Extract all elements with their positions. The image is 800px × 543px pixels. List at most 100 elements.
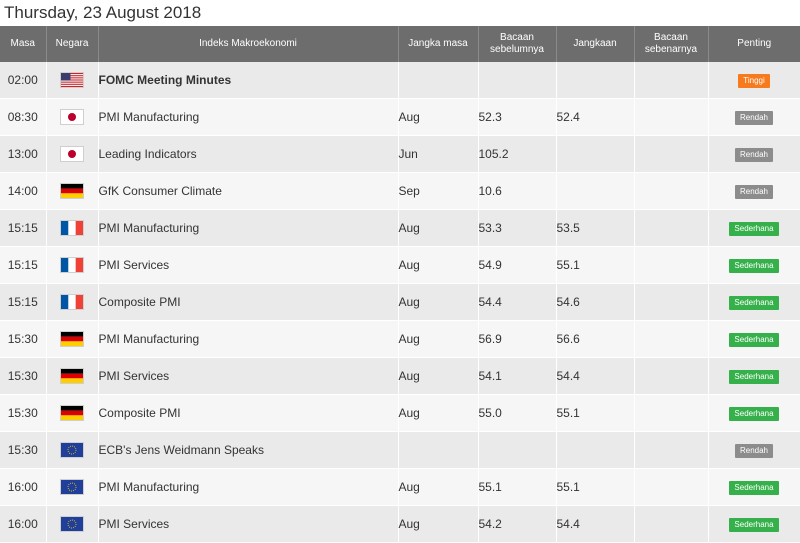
col-header-previous-line2: sebelumnya xyxy=(490,44,544,55)
actual-value-cell xyxy=(634,394,709,432)
forecast-value-cell: 53.5 xyxy=(556,209,635,247)
col-header-country[interactable]: Negara xyxy=(46,26,99,62)
previous-value-cell: 55.1 xyxy=(478,468,557,506)
col-header-actual[interactable]: Bacaan sebenarnya xyxy=(634,26,709,62)
period-cell: Aug xyxy=(398,394,479,432)
importance-badge: Sederhana xyxy=(729,222,779,236)
de-flag-icon xyxy=(61,369,83,384)
event-name-cell[interactable]: GfK Consumer Climate xyxy=(98,172,399,210)
period-cell xyxy=(398,62,479,99)
event-name-cell[interactable]: PMI Services xyxy=(98,505,399,543)
table-row[interactable]: 15:30 PMI Services Aug 54.1 54.4 Sederhana xyxy=(0,357,800,395)
event-name-cell[interactable]: PMI Services xyxy=(98,246,399,284)
actual-value-cell xyxy=(634,209,709,247)
actual-value-cell xyxy=(634,246,709,284)
importance-cell: Sederhana xyxy=(708,394,800,432)
previous-value-cell xyxy=(478,62,557,99)
table-row[interactable]: 02:00 FOMC Meeting Minutes Tinggi xyxy=(0,62,800,99)
period-cell: Aug xyxy=(398,357,479,395)
forecast-value-cell: 55.1 xyxy=(556,468,635,506)
importance-cell: Rendah xyxy=(708,98,800,136)
importance-badge: Sederhana xyxy=(729,407,779,421)
actual-value-cell xyxy=(634,431,709,469)
previous-value-cell: 105.2 xyxy=(478,135,557,173)
economic-calendar-table: Masa Negara Indeks Makroekonomi Jangka m… xyxy=(0,26,800,543)
table-row[interactable]: 16:00 PMI Manufacturing Aug 55.1 55.1 Sederha… xyxy=(0,468,800,506)
forecast-value-cell: 54.4 xyxy=(556,505,635,543)
importance-cell: Rendah xyxy=(708,431,800,469)
event-name-cell[interactable]: PMI Manufacturing xyxy=(98,320,399,358)
table-row[interactable]: 08:30 PMI Manufacturing Aug 52.3 52.4 Rendah xyxy=(0,98,800,136)
col-header-time[interactable]: Masa xyxy=(0,26,47,62)
col-header-actual-line2: sebenarnya xyxy=(644,44,698,55)
de-flag-icon xyxy=(61,406,83,421)
fr-flag-icon xyxy=(61,295,83,310)
event-name-cell[interactable]: ECB's Jens Weidmann Speaks xyxy=(98,431,399,469)
page-title: Thursday, 23 August 2018 xyxy=(4,3,202,22)
period-cell: Jun xyxy=(398,135,479,173)
col-header-period[interactable]: Jangka masa xyxy=(398,26,479,62)
col-header-event[interactable]: Indeks Makroekonomi xyxy=(98,26,399,62)
time-cell: 08:30 xyxy=(0,98,47,136)
time-cell: 15:30 xyxy=(0,431,47,469)
actual-value-cell xyxy=(634,505,709,543)
forecast-value-cell xyxy=(556,135,635,173)
importance-badge: Rendah xyxy=(734,111,774,125)
actual-value-cell xyxy=(634,98,709,136)
importance-cell: Sederhana xyxy=(708,505,800,543)
importance-badge: Sederhana xyxy=(729,481,779,495)
table-row[interactable]: 15:15 PMI Manufacturing Aug 53.3 53.5 Sederha… xyxy=(0,209,800,247)
fr-flag-icon xyxy=(61,221,83,236)
event-name-cell[interactable]: PMI Manufacturing xyxy=(98,468,399,506)
event-name-cell[interactable]: Composite PMI xyxy=(98,283,399,321)
importance-cell: Sederhana xyxy=(708,283,800,321)
event-name-cell[interactable]: PMI Services xyxy=(98,357,399,395)
time-cell: 15:15 xyxy=(0,246,47,284)
country-cell xyxy=(46,246,99,284)
country-cell xyxy=(46,172,99,210)
previous-value-cell: 54.4 xyxy=(478,283,557,321)
col-header-importance[interactable]: Penting xyxy=(708,26,800,62)
importance-cell: Tinggi xyxy=(708,62,800,99)
table-row[interactable]: 14:00 GfK Consumer Climate Sep 10.6 Rendah xyxy=(0,172,800,210)
de-flag-icon xyxy=(61,332,83,347)
time-cell: 13:00 xyxy=(0,135,47,173)
previous-value-cell: 55.0 xyxy=(478,394,557,432)
actual-value-cell xyxy=(634,468,709,506)
col-header-forecast[interactable]: Jangkaan xyxy=(556,26,635,62)
table-row[interactable]: 15:30 PMI Manufacturing Aug 56.9 56.6 Sederha… xyxy=(0,320,800,358)
table-row[interactable]: 15:15 PMI Services Aug 54.9 55.1 Sederhana xyxy=(0,246,800,284)
importance-badge: Rendah xyxy=(734,185,774,199)
previous-value-cell: 54.2 xyxy=(478,505,557,543)
event-name-cell[interactable]: PMI Manufacturing xyxy=(98,209,399,247)
country-cell xyxy=(46,135,99,173)
time-cell: 14:00 xyxy=(0,172,47,210)
table-row[interactable]: 15:30 ECB's Jens Weidmann Speaks Rendah xyxy=(0,431,800,469)
event-name-cell[interactable]: FOMC Meeting Minutes xyxy=(98,62,399,99)
us-flag-icon xyxy=(61,73,83,88)
importance-badge: Sederhana xyxy=(729,518,779,532)
de-flag-icon xyxy=(61,184,83,199)
event-name-cell[interactable]: Leading Indicators xyxy=(98,135,399,173)
country-cell xyxy=(46,320,99,358)
importance-cell: Rendah xyxy=(708,172,800,210)
event-name-cell[interactable]: PMI Manufacturing xyxy=(98,98,399,136)
time-cell: 15:15 xyxy=(0,283,47,321)
table-row[interactable]: 13:00 Leading Indicators Jun 105.2 Rendah xyxy=(0,135,800,173)
country-cell xyxy=(46,505,99,543)
importance-cell: Sederhana xyxy=(708,209,800,247)
table-header-row: Masa Negara Indeks Makroekonomi Jangka m… xyxy=(0,26,800,62)
time-cell: 15:30 xyxy=(0,357,47,395)
col-header-previous[interactable]: Bacaan sebelumnya xyxy=(478,26,557,62)
actual-value-cell xyxy=(634,172,709,210)
table-row[interactable]: 16:00 PMI Services Aug 54.2 54.4 Sederhana xyxy=(0,505,800,543)
jp-flag-icon xyxy=(61,147,83,162)
time-cell: 16:00 xyxy=(0,505,47,543)
col-header-previous-line1: Bacaan xyxy=(500,32,534,43)
eu-flag-icon xyxy=(61,517,83,532)
table-row[interactable]: 15:30 Composite PMI Aug 55.0 55.1 Sederhana xyxy=(0,394,800,432)
event-name-cell[interactable]: Composite PMI xyxy=(98,394,399,432)
importance-cell: Rendah xyxy=(708,135,800,173)
table-row[interactable]: 15:15 Composite PMI Aug 54.4 54.6 Sederhana xyxy=(0,283,800,321)
previous-value-cell xyxy=(478,431,557,469)
